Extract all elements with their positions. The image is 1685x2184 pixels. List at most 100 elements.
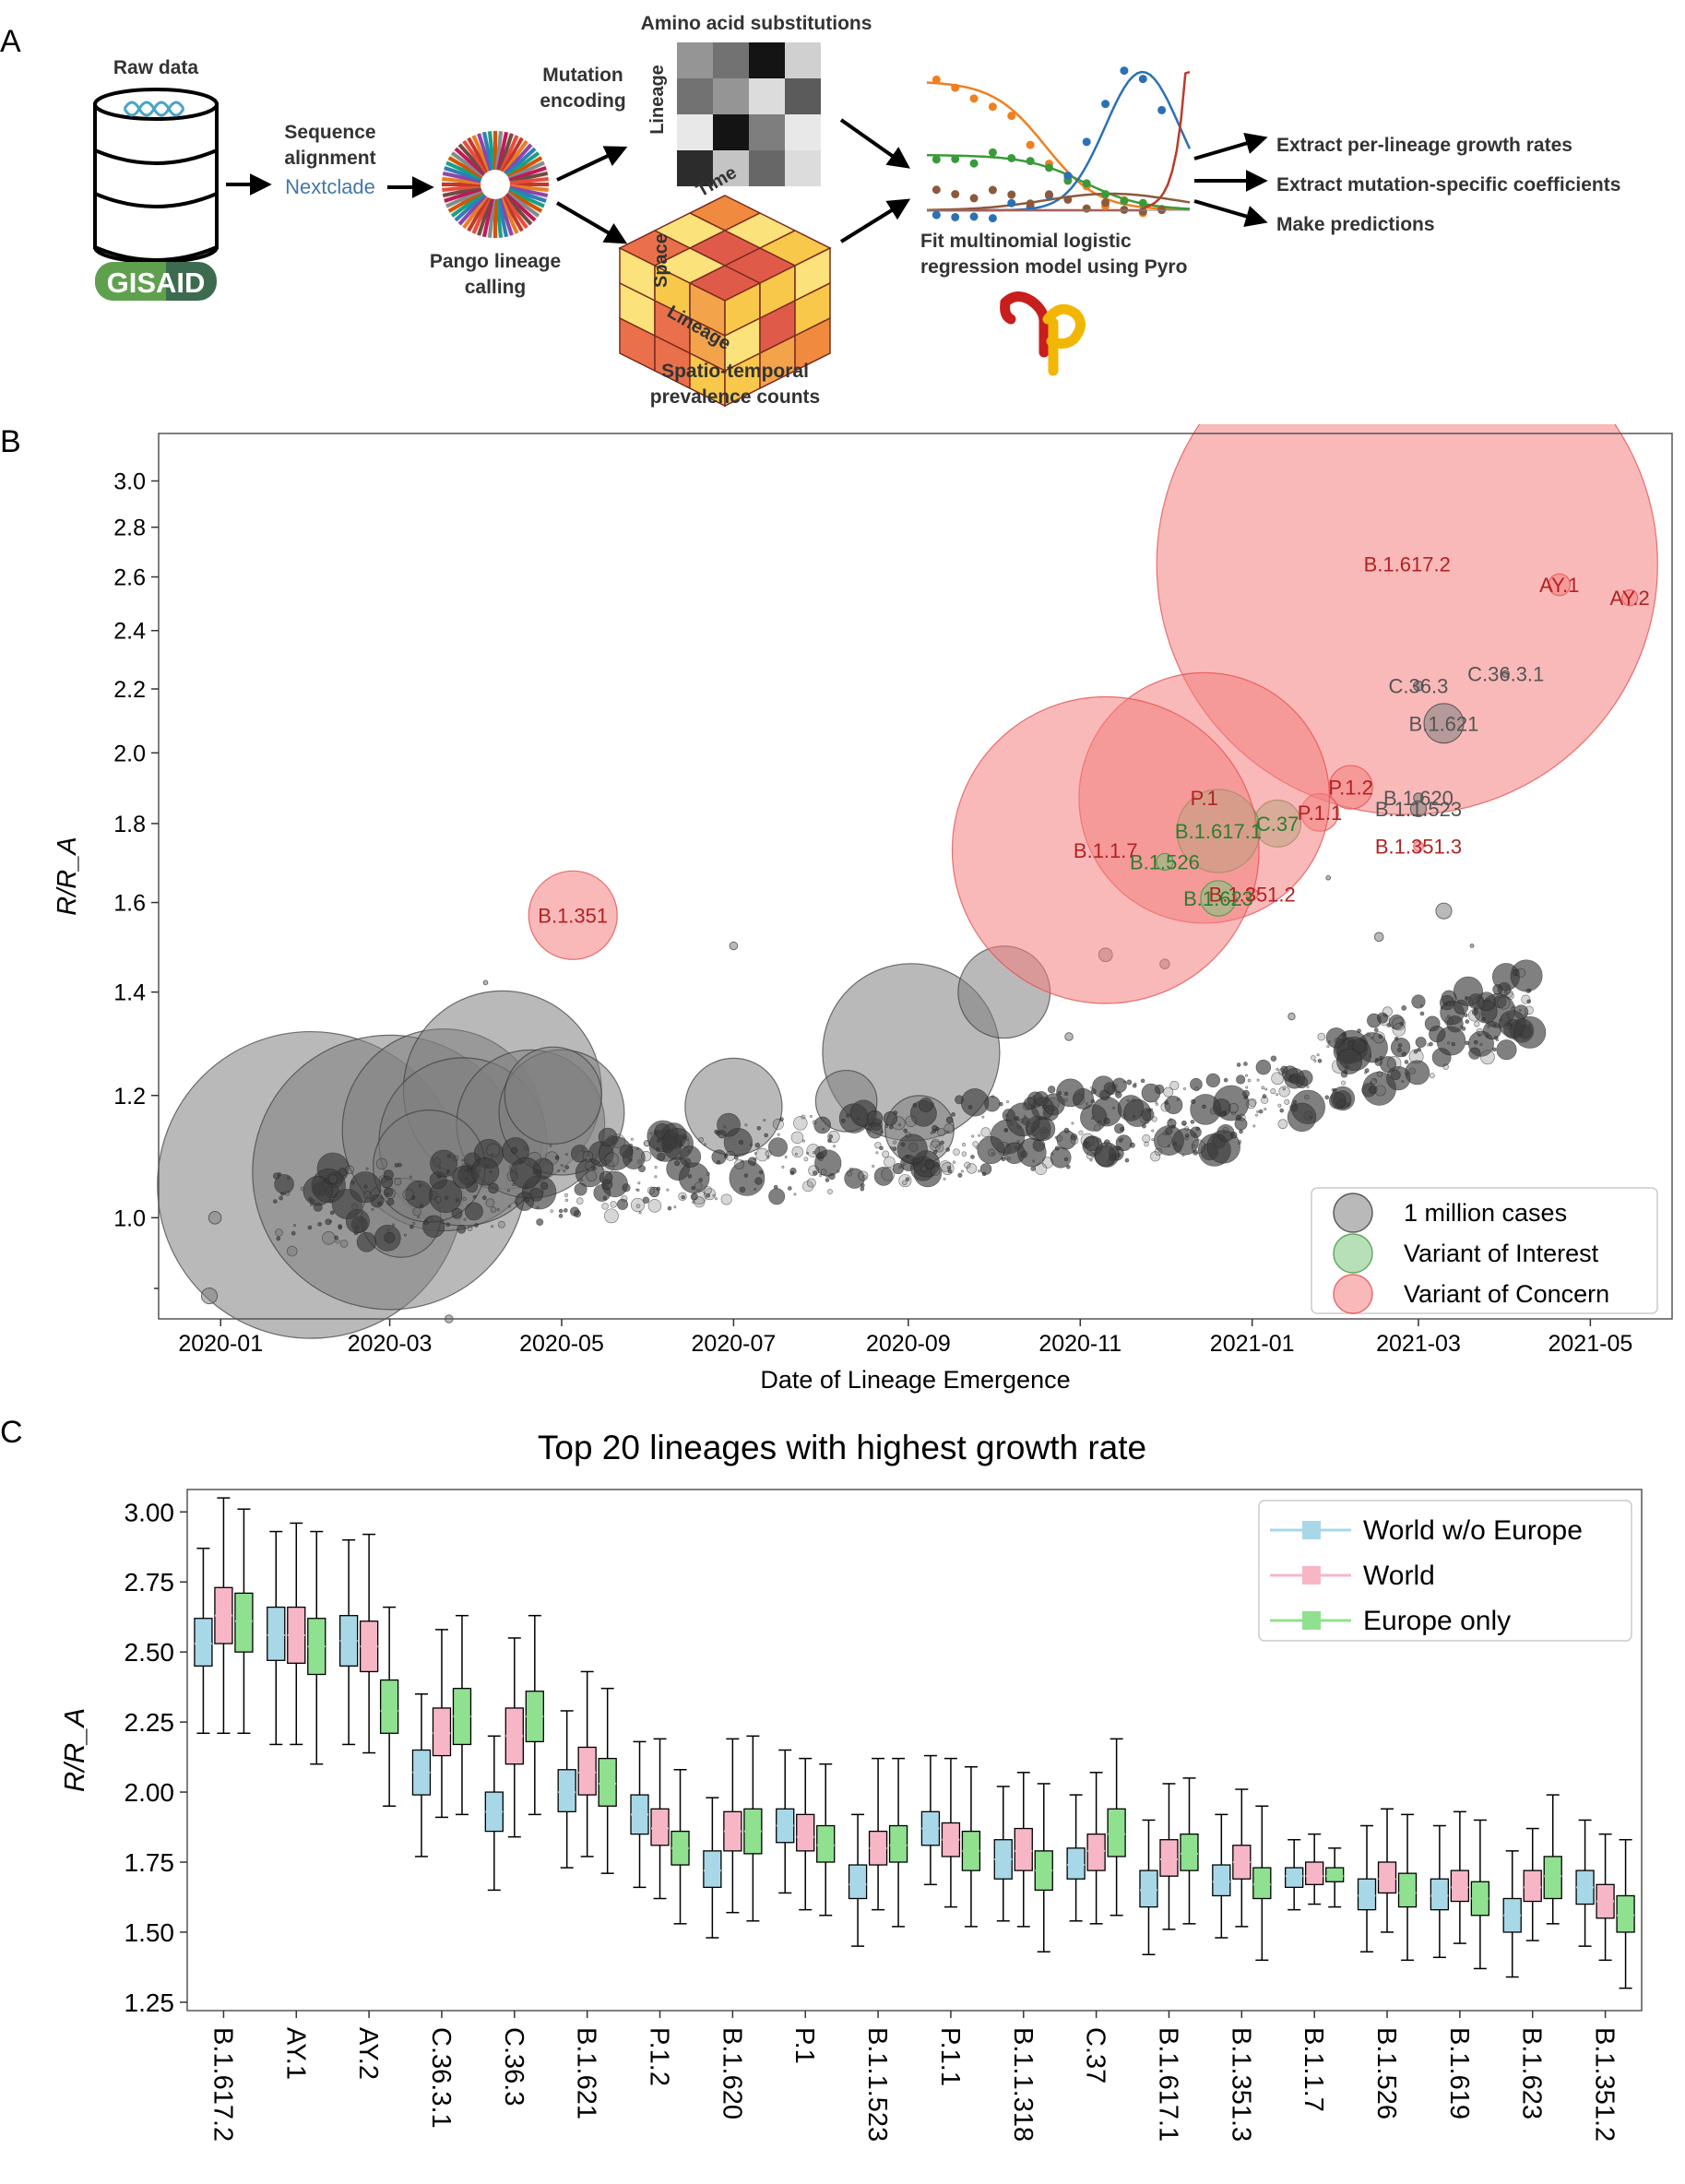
fit-curve (927, 70, 1192, 212)
lineage-point (781, 1165, 785, 1169)
lineage-point (1491, 1047, 1497, 1052)
lineage-point (1243, 1062, 1248, 1066)
lineage-point (1239, 1129, 1243, 1134)
fit-dot (931, 75, 941, 84)
lineage-point (827, 1138, 832, 1144)
lineage-point (558, 1208, 564, 1214)
arrow-3 (556, 146, 628, 182)
box-b-1-1-7-2 (1325, 1867, 1345, 1882)
lineage-point (1401, 1005, 1407, 1011)
lineage-point (1492, 984, 1503, 995)
lineage-point (325, 1218, 332, 1226)
lineage-point (866, 1128, 872, 1134)
fit-dot (951, 190, 960, 199)
tree-branch (450, 151, 486, 179)
lineage-point (1223, 1077, 1228, 1083)
lineage-point (975, 1146, 979, 1150)
box-b-1-617-1-2 (1180, 1833, 1199, 1871)
x-tick-label: 2020-09 (866, 1331, 951, 1357)
lineage-point (491, 1153, 494, 1157)
box-b-1-617-1-0 (1139, 1869, 1158, 1908)
fit-curve (926, 192, 1191, 211)
tree-branch (471, 195, 492, 234)
y-axis-label: R/R_A (53, 837, 82, 915)
lineage-label: B.1.623 (1183, 887, 1253, 910)
lineage-point (981, 1115, 985, 1119)
lineage-point (1326, 1045, 1330, 1049)
lineage-point (1370, 1036, 1373, 1039)
lineage-point (1392, 1023, 1406, 1037)
y-tick-label: 2.50 (125, 1638, 175, 1667)
lineage-point (818, 1157, 824, 1162)
lineage-point (945, 1116, 954, 1124)
lineage-point (1167, 1145, 1170, 1148)
fit-dot (1007, 112, 1016, 121)
lineage-point (1005, 1100, 1009, 1104)
lineage-point (972, 1141, 979, 1147)
lineage-label: B.1.617.2 (1364, 553, 1451, 576)
lineage-point (622, 1183, 631, 1193)
lineage-point (837, 1169, 840, 1173)
box-b-1-623-2 (1543, 1856, 1562, 1900)
lineage-point (1109, 1144, 1112, 1147)
lineage-point (1417, 1047, 1421, 1052)
lineage-point (1070, 1136, 1079, 1145)
lineage-point (375, 1157, 388, 1169)
lineage-point-c-36-3-1 (1501, 670, 1511, 678)
lineage-point (473, 1194, 477, 1198)
lineage-point (580, 1178, 584, 1181)
lineage-point (754, 1157, 757, 1161)
arrow-9 (1193, 199, 1268, 228)
tree-branch (457, 143, 489, 176)
lineage-point (1270, 1088, 1276, 1095)
x-tick-label: C.36.3.1 (426, 2027, 456, 2129)
lineage-point (1132, 1083, 1137, 1088)
lineage-point (604, 1208, 619, 1224)
x-tick-label: 2021-01 (1210, 1331, 1295, 1357)
lineage-point (912, 1103, 918, 1108)
lineage-point (1024, 1097, 1037, 1110)
lineage-point (1103, 1117, 1110, 1124)
spatio-label-1: Spatio-temporal (661, 361, 809, 382)
lineage-point (1030, 1166, 1036, 1171)
lineage-point (1270, 1055, 1277, 1062)
lineage-point (1016, 1140, 1020, 1144)
lineage-point (1070, 1134, 1078, 1141)
tree-branch (507, 176, 549, 185)
lineage-point (1453, 976, 1483, 1006)
y-tick-label: 2.0 (113, 741, 146, 766)
x-tick-label: P.1.1 (935, 2027, 965, 2086)
y-tick-label: 1.4 (113, 980, 146, 1006)
lineage-point (1236, 1074, 1246, 1085)
x-tick-label: B.1.623 (1517, 2027, 1547, 2119)
box-b-1-621-0 (557, 1769, 576, 1812)
lineage-point (1086, 1151, 1095, 1160)
lineage-point (293, 1224, 297, 1228)
lineage-point (791, 1145, 804, 1158)
box-b-1-621-2 (598, 1757, 617, 1807)
tree-branch (467, 136, 491, 174)
lineage-axis-label: Lineage (647, 65, 668, 135)
lineage-point (569, 1206, 580, 1217)
lineage-point (1374, 1085, 1386, 1097)
lineage-point (647, 1199, 662, 1213)
lineage-point (729, 1160, 765, 1196)
lineage-point (417, 1216, 421, 1219)
lineage-point (1282, 1086, 1286, 1091)
lineage-point (943, 1123, 955, 1134)
lineage-label: B.1.526 (1130, 850, 1200, 873)
heatmap-cell (749, 42, 785, 78)
legend-label: World (1363, 1561, 1435, 1591)
lineage-point (717, 1112, 741, 1137)
lineage-point (888, 1124, 894, 1130)
lineage-point (874, 1142, 882, 1149)
lineage-point (1364, 1071, 1368, 1074)
box-b-1-351-3-2 (1252, 1867, 1272, 1900)
lineage-point (1169, 1080, 1180, 1090)
y-tick-label: 1.50 (125, 1918, 175, 1947)
lineage-point (303, 1176, 333, 1206)
lineage-point (536, 1218, 544, 1227)
tree-branch (497, 133, 514, 173)
lineage-point (720, 1193, 732, 1205)
y-tick-label: 1.6 (113, 891, 146, 917)
